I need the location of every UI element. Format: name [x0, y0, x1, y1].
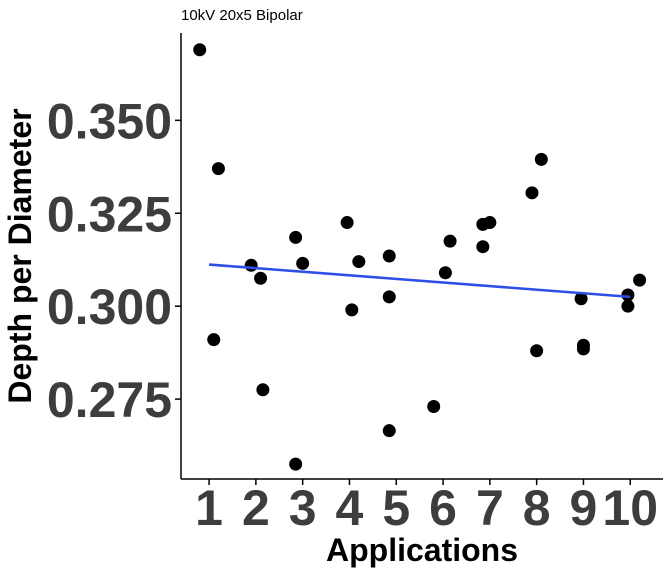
data-point: [345, 303, 359, 317]
data-point: [340, 216, 354, 230]
x-tick-label: 2: [242, 480, 270, 536]
data-point: [633, 273, 647, 287]
x-tick-label: 6: [429, 480, 457, 536]
x-tick-label: 4: [336, 480, 364, 536]
data-point: [534, 152, 548, 166]
x-tick-label: 3: [289, 480, 317, 536]
data-point: [289, 230, 303, 244]
data-point: [289, 457, 303, 471]
data-point: [296, 256, 310, 270]
data-point: [621, 299, 635, 313]
data-point: [382, 290, 396, 304]
x-tick-label: 10: [602, 480, 658, 536]
data-points: [193, 43, 647, 471]
data-point: [576, 342, 590, 356]
x-axis-label: Applications: [326, 532, 518, 568]
data-point: [476, 240, 490, 254]
y-tick-label: 0.275: [47, 372, 172, 428]
trend-line: [208, 263, 631, 299]
y-axis-label: Depth per Diameter: [2, 108, 38, 403]
x-axis-ticks: 1 2 3 4 5 6 7 8 9 10: [195, 479, 658, 536]
chart-title: 10kV 20x5 Bipolar: [181, 7, 303, 24]
data-point: [352, 255, 366, 269]
data-point: [438, 266, 452, 280]
x-tick-label: 1: [195, 480, 223, 536]
data-point: [530, 344, 544, 358]
x-tick-label: 7: [476, 480, 504, 536]
data-point: [525, 186, 539, 200]
data-point: [256, 383, 270, 397]
y-tick-label: 0.300: [47, 279, 172, 335]
data-point: [244, 258, 258, 272]
data-point: [427, 400, 441, 414]
data-point: [254, 271, 268, 285]
data-point: [193, 43, 207, 57]
x-tick-label: 8: [523, 480, 551, 536]
data-point: [382, 249, 396, 263]
y-tick-label: 0.350: [47, 93, 172, 149]
data-point: [621, 288, 635, 302]
y-tick-label: 0.325: [47, 186, 172, 242]
y-axis-ticks: 0.275 0.300 0.325 0.350: [47, 93, 181, 428]
data-point: [211, 162, 225, 176]
data-point: [483, 216, 497, 230]
data-point: [207, 333, 221, 347]
x-tick-label: 9: [570, 480, 598, 536]
data-point: [382, 424, 396, 438]
x-tick-label: 5: [382, 480, 410, 536]
data-point: [443, 234, 457, 248]
data-point: [574, 292, 588, 306]
